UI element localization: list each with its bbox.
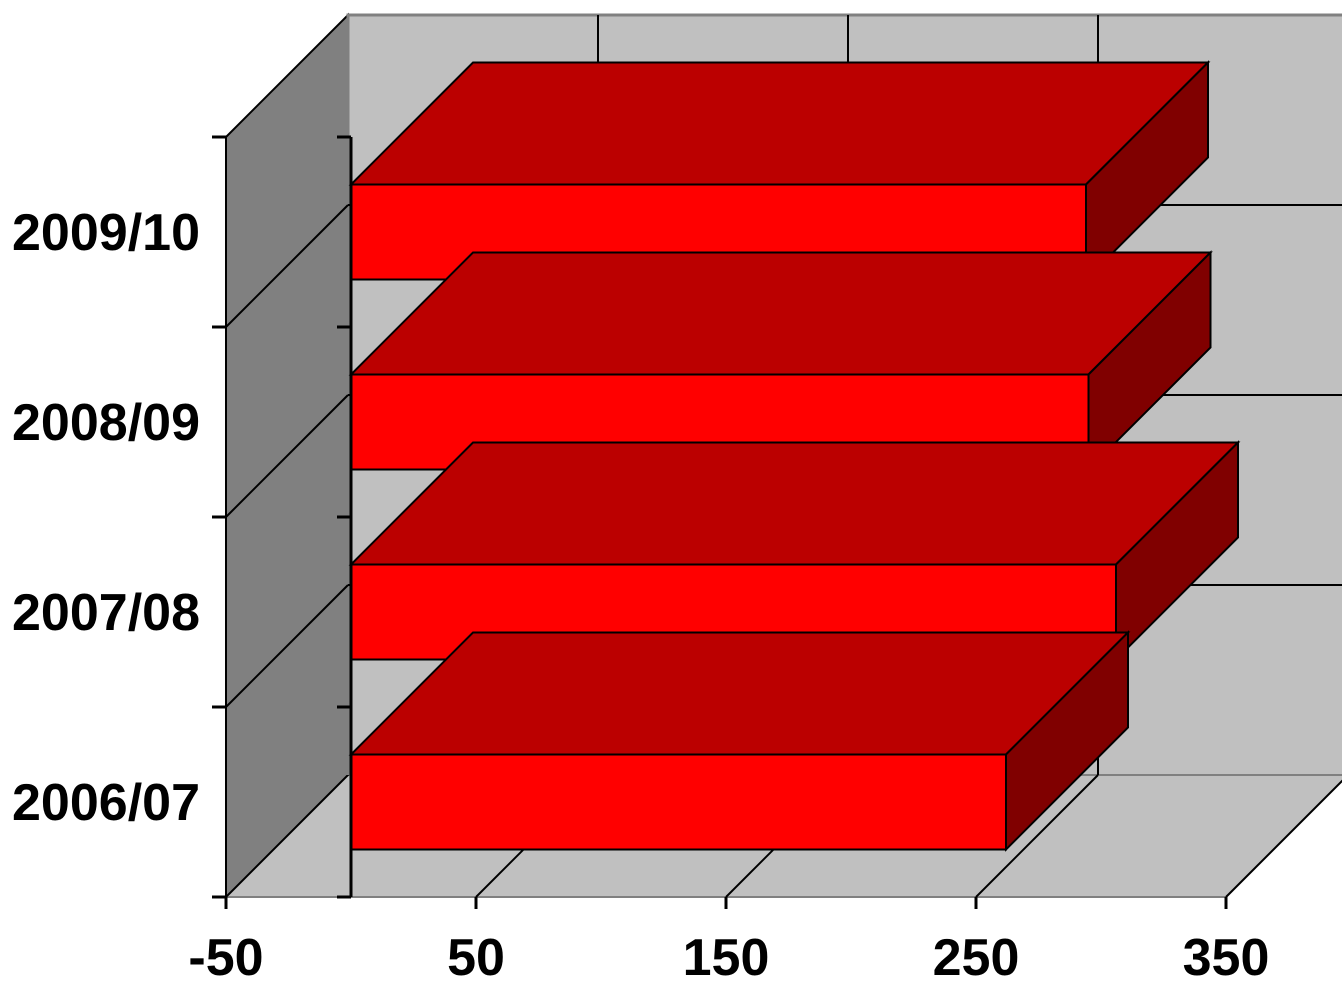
x-tick-label: -50 <box>188 929 263 981</box>
y-tick-labels: 2006/07 2007/08 2008/09 2009/10 <box>12 204 200 832</box>
x-tick-labels: -50 50 150 250 350 <box>188 929 1269 981</box>
bar-top-face <box>348 441 1241 566</box>
floor-gridline <box>1225 779 1342 898</box>
axes <box>212 135 1228 909</box>
y-tick-label: 2006/07 <box>12 774 200 832</box>
bar-2009-10 <box>348 60 1211 282</box>
floor-gridline <box>975 774 1099 898</box>
side-category-line <box>225 584 349 708</box>
x-tick-label: 150 <box>683 929 770 981</box>
x-tick-label: 50 <box>447 929 505 981</box>
x-tick-label: 350 <box>1183 929 1270 981</box>
x-tick-label: 250 <box>933 929 1020 981</box>
bar-2006-07 <box>348 630 1131 852</box>
bars <box>348 60 1241 852</box>
y-tick-label: 2009/10 <box>12 204 200 262</box>
bar-top-face <box>348 631 1131 756</box>
bar-front-face <box>350 753 1007 851</box>
y-tick-label: 2008/09 <box>12 394 200 452</box>
side-category-line <box>225 394 349 518</box>
side-category-line <box>225 204 349 328</box>
y-tick-label: 2007/08 <box>12 584 200 642</box>
back-wall-border <box>346 13 1342 775</box>
bar-2008-09 <box>348 250 1213 472</box>
bar-top-face <box>348 251 1213 376</box>
bar-top-face <box>348 61 1211 186</box>
bar-2007-08 <box>348 440 1241 662</box>
